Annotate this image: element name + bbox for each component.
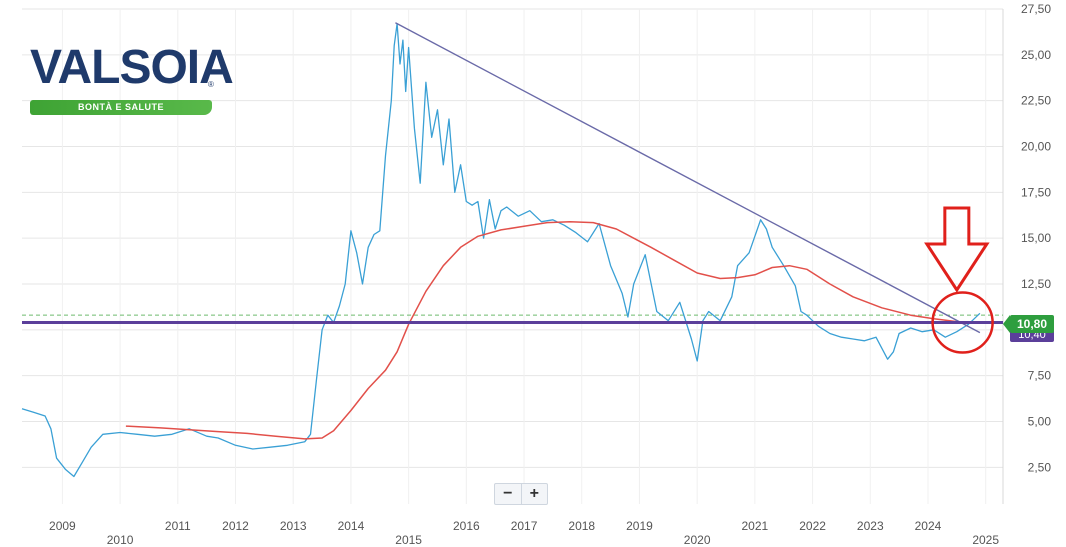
series-price: [21, 23, 981, 478]
last-price-badge: 10,80: [1003, 315, 1054, 333]
x-tick-label: 2016: [453, 519, 480, 533]
x-tick-label: 2014: [338, 519, 365, 533]
x-tick-label: 2009: [49, 519, 76, 533]
chart-lines: [21, 22, 1003, 478]
y-tick-label: 15,00: [1021, 231, 1051, 245]
y-tick-label: 20,00: [1021, 140, 1051, 154]
x-tick-label-major: 2025: [972, 533, 999, 547]
x-tick-label-major: 2010: [107, 533, 134, 547]
x-tick-label: 2019: [626, 519, 653, 533]
y-tick-label: 5,00: [1028, 415, 1052, 429]
x-tick-label-major: 2020: [684, 533, 711, 547]
x-tick-label: 2013: [280, 519, 307, 533]
logo-registered-mark: ®: [208, 80, 214, 89]
grid: [22, 8, 1004, 504]
y-tick-label: 7,50: [1028, 369, 1052, 383]
highlight-circle: [931, 291, 994, 354]
y-tick-label: 17,50: [1021, 185, 1051, 199]
y-tick-label: 12,50: [1021, 277, 1051, 291]
x-tick-label: 2011: [165, 519, 191, 533]
x-tick-label: 2022: [799, 519, 826, 533]
logo-brand-text: VALSOIA: [30, 41, 234, 94]
series-moving-average: [125, 220, 975, 440]
zoom-controls: − +: [494, 483, 548, 505]
y-tick-label: 2,50: [1028, 460, 1052, 474]
y-tick-label: 25,00: [1021, 48, 1051, 62]
y-tick-label: 27,50: [1021, 2, 1051, 16]
zoom-out-button[interactable]: −: [503, 485, 513, 502]
x-tick-label: 2017: [511, 519, 538, 533]
x-tick-label: 2023: [857, 519, 884, 533]
x-tick-label: 2018: [568, 519, 595, 533]
valsoia-logo: VALSOIA ® BONTÀ E SALUTE: [28, 44, 234, 118]
logo-tagline: BONTÀ E SALUTE: [30, 100, 212, 115]
zoom-separator: [520, 484, 522, 504]
annotations: [924, 206, 994, 354]
x-tick-label-major: 2015: [395, 533, 422, 547]
x-axis-ticks: 2009 2011 2012 2013 2014 2016 2017 2018 2019 2021…: [49, 519, 999, 547]
y-axis-ticks: 2,505,007,5010,0012,5015,0017,5020,0022,…: [1021, 2, 1051, 474]
x-tick-label: 2024: [915, 519, 942, 533]
y-tick-label: 22,50: [1021, 94, 1051, 108]
down-arrow-annotation: [924, 206, 990, 293]
x-tick-label: 2021: [742, 519, 769, 533]
series-trendline: [395, 22, 981, 334]
zoom-in-button[interactable]: +: [529, 485, 539, 502]
x-tick-label: 2012: [222, 519, 249, 533]
